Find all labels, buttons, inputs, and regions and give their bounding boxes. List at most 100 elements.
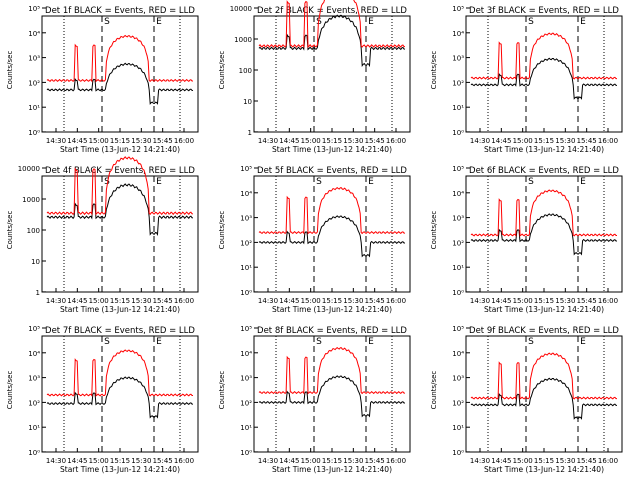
- events-series-line: [470, 377, 617, 420]
- y-tick-label: 10: [31, 258, 40, 266]
- y-tick-label: 100: [27, 227, 40, 235]
- y-tick-label: 10⁰: [28, 449, 40, 457]
- y-tick-label: 10⁵: [28, 325, 40, 333]
- y-tick-label: 10000: [230, 5, 252, 13]
- plot-frame: [253, 335, 411, 453]
- plot-frame: [465, 15, 623, 133]
- events-series-line: [46, 62, 194, 105]
- x-tick-label: 15:45: [365, 137, 385, 145]
- segment-marker-label: E: [156, 177, 162, 187]
- y-axis-label: Counts/sec: [430, 211, 438, 250]
- x-tick-label: 15:15: [110, 137, 130, 145]
- events-series-line: [258, 215, 405, 258]
- x-tick-label: 15:15: [534, 297, 554, 305]
- lld-series-line: [470, 352, 617, 401]
- x-tick-label: 16:00: [598, 297, 618, 305]
- x-tick-label: 15:00: [301, 297, 321, 305]
- chart-panel-4: Det 4f BLACK = Events, RED = LLD 1 10 100 10…: [6, 156, 199, 314]
- y-tick-label: 10³: [28, 375, 40, 383]
- events-series-line: [470, 57, 617, 100]
- x-tick-label: 15:30: [131, 457, 151, 465]
- y-tick-label: 10²: [452, 399, 464, 407]
- x-tick-label: 16:00: [386, 297, 406, 305]
- x-tick-label: 14:30: [470, 297, 490, 305]
- y-axis-label: Counts/sec: [6, 51, 14, 90]
- x-tick-label: 14:30: [470, 137, 490, 145]
- y-tick-label: 10¹: [28, 104, 40, 112]
- x-tick-label: 14:30: [46, 297, 66, 305]
- segment-marker-label: S: [104, 337, 110, 347]
- segment-marker-label: S: [528, 337, 534, 347]
- y-tick-label: 10²: [28, 79, 40, 87]
- plot-frame: [465, 335, 623, 453]
- segment-marker-label: S: [528, 17, 534, 27]
- events-series-line: [46, 376, 193, 419]
- events-series-line: [258, 375, 405, 418]
- x-tick-label: 15:45: [577, 297, 597, 305]
- x-tick-label: 15:15: [534, 137, 554, 145]
- x-tick-label: 14:45: [491, 297, 511, 305]
- y-axis-label: Counts/sec: [430, 51, 438, 90]
- y-axis-label: Counts/sec: [6, 371, 14, 410]
- y-tick-label: 1: [248, 129, 252, 137]
- y-tick-label: 10⁴: [240, 350, 252, 358]
- lld-series-line: [46, 349, 193, 398]
- x-tick-label: 15:30: [131, 297, 151, 305]
- events-series-line: [46, 183, 194, 236]
- y-tick-label: 10⁰: [452, 289, 464, 297]
- y-tick-label: 10: [243, 98, 252, 106]
- x-tick-label: 15:45: [153, 297, 173, 305]
- x-tick-label: 15:45: [365, 457, 385, 465]
- x-tick-label: 16:00: [174, 297, 194, 305]
- x-tick-label: 14:45: [491, 137, 511, 145]
- events-series-line: [470, 213, 617, 256]
- chart-panel-5: Det 5f BLACK = Events, RED = LLD 10⁰ 10¹ 10…: [218, 165, 411, 314]
- y-tick-label: 10⁴: [28, 30, 40, 38]
- x-tick-label: 14:45: [67, 297, 87, 305]
- x-tick-label: 15:30: [555, 137, 575, 145]
- chart-title: Det 1f BLACK = Events, RED = LLD: [45, 6, 195, 16]
- y-tick-label: 10¹: [452, 424, 464, 432]
- x-axis-label: Start Time (13-Jun-12 14:21:40): [272, 305, 392, 314]
- segment-marker-label: E: [580, 337, 586, 347]
- y-tick-label: 10³: [28, 55, 40, 63]
- y-tick-label: 10²: [452, 239, 464, 247]
- x-tick-label: 15:30: [343, 297, 363, 305]
- x-tick-label: 16:00: [174, 137, 194, 145]
- x-axis-label: Start Time (13-Jun-12 14:21:40): [484, 465, 604, 474]
- lld-series-line: [258, 346, 405, 395]
- y-tick-label: 10⁵: [240, 165, 252, 173]
- segment-marker-label: S: [104, 17, 110, 27]
- x-tick-label: 16:00: [174, 457, 194, 465]
- y-tick-label: 10⁴: [452, 30, 464, 38]
- chart-title: Det 6f BLACK = Events, RED = LLD: [469, 166, 619, 176]
- y-tick-label: 10⁵: [452, 5, 464, 13]
- chart-title: Det 4f BLACK = Events, RED = LLD: [45, 166, 195, 176]
- y-tick-label: 10⁴: [240, 190, 252, 198]
- chart-title: Det 2f BLACK = Events, RED = LLD: [257, 6, 407, 16]
- y-tick-label: 10¹: [452, 104, 464, 112]
- x-tick-label: 14:30: [258, 457, 278, 465]
- x-axis-label: Start Time (13-Jun-12 14:21:40): [60, 305, 180, 314]
- y-tick-label: 10⁰: [452, 129, 464, 137]
- chart-panel-1: Det 1f BLACK = Events, RED = LLD 10⁰ 10¹ 10…: [6, 5, 199, 154]
- y-tick-label: 10²: [452, 79, 464, 87]
- x-tick-label: 15:15: [322, 137, 342, 145]
- x-tick-label: 15:45: [577, 457, 597, 465]
- x-axis-label: Start Time (13-Jun-12 14:21:40): [272, 145, 392, 154]
- x-tick-label: 15:15: [110, 297, 130, 305]
- segment-marker-label: E: [368, 337, 374, 347]
- x-axis-label: Start Time (13-Jun-12 14:21:40): [60, 465, 180, 474]
- y-tick-label: 10³: [240, 375, 252, 383]
- x-tick-label: 15:15: [534, 457, 554, 465]
- segment-marker-label: E: [580, 17, 586, 27]
- x-tick-label: 14:30: [258, 297, 278, 305]
- x-tick-label: 14:30: [46, 457, 66, 465]
- y-axis-label: Counts/sec: [430, 371, 438, 410]
- chart-panel-2: Det 2f BLACK = Events, RED = LLD 1 10 100 10…: [218, 0, 411, 154]
- y-tick-label: 10¹: [240, 424, 252, 432]
- plot-frame: [41, 175, 199, 293]
- y-tick-label: 10⁵: [452, 165, 464, 173]
- x-axis-label: Start Time (13-Jun-12 14:21:40): [484, 305, 604, 314]
